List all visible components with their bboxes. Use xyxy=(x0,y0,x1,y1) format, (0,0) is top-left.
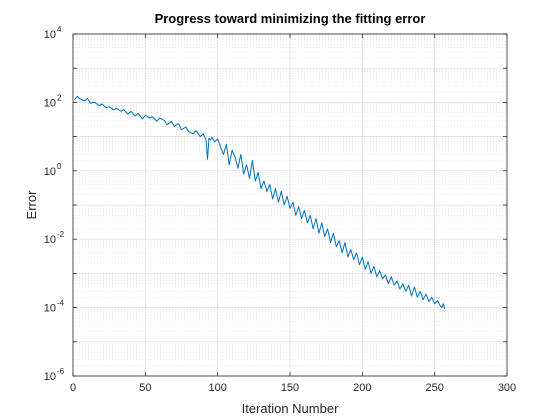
x-tick-labels: 0 50 100 150 200 250 300 xyxy=(70,382,516,394)
x-tick-label: 0 xyxy=(70,382,76,394)
y-tick-label: 10 xyxy=(44,97,56,109)
y-tick-exponent: 4 xyxy=(57,25,62,34)
y-tick-exponent: -6 xyxy=(57,367,65,376)
y-tick-exponent: -4 xyxy=(57,299,65,308)
x-tick-label: 300 xyxy=(498,382,516,394)
chart-title: Progress toward minimizing the fitting e… xyxy=(155,11,426,26)
y-tick-label: 10 xyxy=(44,166,56,178)
x-tick-label: 200 xyxy=(353,382,371,394)
y-tick-label: 10 xyxy=(44,371,56,383)
axis-ticks xyxy=(72,33,508,377)
y-tick-label: 10 xyxy=(44,234,56,246)
y-tick-exponent: 2 xyxy=(57,93,62,102)
y-tick-exponent: 0 xyxy=(57,162,62,171)
x-tick-label: 150 xyxy=(281,382,299,394)
x-tick-label: 50 xyxy=(139,382,151,394)
series-line-0 xyxy=(74,95,446,310)
y-tick-label: 10 xyxy=(44,29,56,41)
y-axis-label: Error xyxy=(24,190,39,220)
y-tick-label: 10 xyxy=(44,303,56,315)
x-axis-label: Iteration Number xyxy=(242,401,339,416)
x-tick-label: 250 xyxy=(425,382,443,394)
series-layer xyxy=(74,95,446,310)
x-tick-label: 100 xyxy=(208,382,226,394)
y-tick-exponent: -2 xyxy=(57,230,65,239)
